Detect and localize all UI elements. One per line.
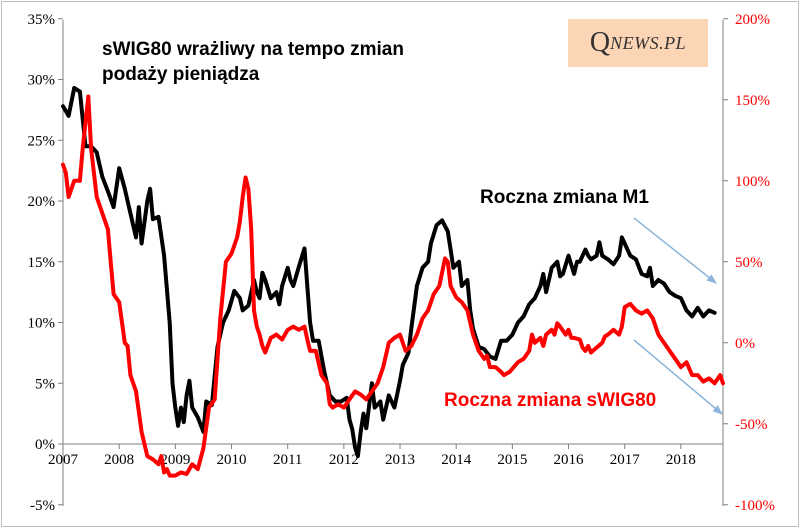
x-tick-label: 2012 (329, 452, 359, 468)
x-tick-label: 2009 (160, 452, 190, 468)
y-left-tick-label: 20% (28, 194, 56, 210)
y-right-tick-label: 200% (735, 12, 770, 28)
y-right-tick-label: -50% (735, 417, 768, 433)
x-tick-label: 2014 (441, 452, 472, 468)
chart-title-line-2: podaży pieniądza (102, 64, 260, 85)
series-layer (61, 86, 725, 478)
logo-initial: Q (589, 27, 611, 58)
y-left-tick-label: 35% (28, 12, 56, 28)
axes (58, 18, 728, 506)
arrow-m1 (633, 217, 717, 284)
series-line-swig80 (61, 94, 725, 478)
label-swig80: Roczna zmiana sWIG80 (444, 390, 656, 411)
annotations: Roczna zmiana M1 Roczna zmiana sWIG80 (444, 187, 723, 415)
y-right-tick-label: -100% (735, 498, 775, 514)
x-tick-label: 2016 (554, 452, 585, 468)
x-tick-label: 2011 (273, 452, 302, 468)
y-left-tick-label: 30% (28, 73, 56, 89)
y-left-tick-label: -5% (30, 498, 55, 514)
x-tick-label: 2008 (104, 452, 134, 468)
x-tick-label: 2010 (217, 452, 247, 468)
y-left-tick-label: 5% (35, 376, 55, 392)
y-left-tick-label: 0% (35, 437, 55, 453)
tick-labels: -5% 0% 5% 10% 15% 20% 25% 30% 35% -100% -50% 0% 50% 1… (28, 12, 776, 514)
label-m1: Roczna zmiana M1 (480, 187, 649, 208)
y-left-tick-label: 15% (28, 255, 56, 271)
x-tick-label: 2007 (48, 452, 79, 468)
chart-title-line-1: sWIG80 wrażliwy na tempo zmian (102, 39, 404, 60)
x-tick-label: 2018 (666, 452, 696, 468)
x-tick-label: 2013 (385, 452, 415, 468)
qnews-logo: Q NEWS.PL (568, 19, 708, 67)
arrow-swig80 (633, 339, 723, 415)
y-left-tick-label: 10% (28, 316, 56, 332)
series-line-m1 (61, 86, 717, 459)
chart-title: sWIG80 wrażliwy na tempo zmian podaży pi… (102, 39, 404, 85)
y-right-tick-label: 100% (735, 174, 770, 190)
x-tick-label: 2017 (610, 452, 641, 468)
y-right-tick-label: 150% (735, 93, 770, 109)
y-left-tick-label: 25% (28, 133, 56, 149)
y-right-tick-label: 50% (735, 255, 763, 271)
logo-rest: NEWS.PL (610, 32, 687, 53)
x-tick-label: 2015 (497, 452, 527, 468)
y-right-tick-label: 0% (735, 336, 755, 352)
